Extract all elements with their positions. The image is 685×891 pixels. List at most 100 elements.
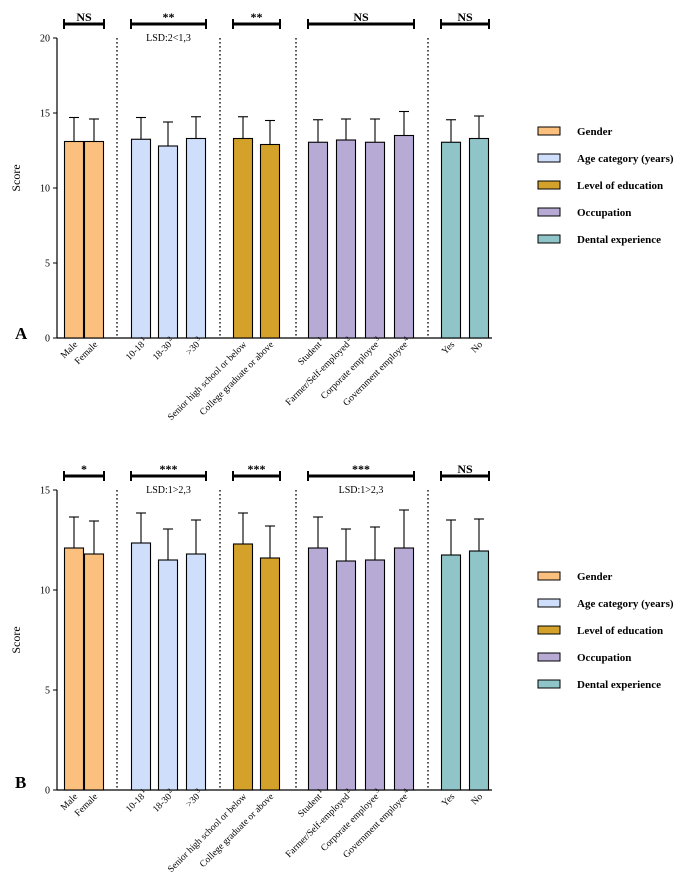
- bar-occupation-corporate-employee: [364, 141, 386, 339]
- bar-dental-experience-no: [468, 137, 490, 339]
- legend-swatch-level-of-education: [537, 625, 561, 635]
- x-category-superscript: 1: [316, 786, 324, 794]
- x-category-superscript: 4: [402, 334, 410, 342]
- x-category-superscript: 1: [316, 334, 324, 342]
- y-tick-label: 5: [45, 259, 50, 270]
- bar-gender-male: [63, 140, 85, 339]
- panel-b-chart: 051015ScoreBMaleFemale*10-18118-302>303*…: [9, 462, 492, 875]
- bar-age-category-years-18-30: [157, 145, 179, 339]
- bar-gender-female: [83, 553, 105, 791]
- y-tick-label: 20: [40, 34, 50, 45]
- legend-swatch-level-of-education: [537, 180, 561, 190]
- legend-swatch-occupation: [537, 652, 561, 662]
- x-category-label: Female: [73, 340, 100, 367]
- panel-a-legend: Gender Age category (years) Level of educa…: [537, 126, 674, 246]
- significance-label-occupation: ***: [352, 462, 370, 476]
- significance-label-age-category-years: **: [163, 10, 175, 24]
- bar-age-category-years-10-18: [130, 542, 152, 791]
- x-category-superscript: 4: [402, 786, 410, 794]
- lsd-label-occupation: LSD:1>2,3: [339, 485, 384, 496]
- y-tick-label: 10: [40, 586, 50, 597]
- bar-occupation-farmer-self-employed: [335, 139, 357, 339]
- x-category-superscript: 3: [373, 786, 381, 794]
- x-category-superscript: 1: [139, 334, 147, 342]
- x-category-superscript: 1: [139, 786, 147, 794]
- legend-label-occupation: Occupation: [577, 652, 631, 664]
- panel-label: B: [15, 773, 26, 792]
- x-category-label: >30: [185, 340, 203, 358]
- significance-label-age-category-years: ***: [160, 462, 178, 476]
- x-category-label: 18-30: [151, 340, 174, 363]
- bar-gender-female: [83, 140, 105, 339]
- y-axis-title: Score: [9, 164, 23, 191]
- legend-label-gender: Gender: [577, 571, 613, 583]
- bar-age-category-years-18-30: [157, 559, 179, 791]
- bar-age-category-years-10-18: [130, 138, 152, 339]
- legend-swatch-age-category-years: [537, 153, 561, 163]
- y-tick-label: 0: [45, 786, 50, 797]
- bar-age-category-years-30: [185, 137, 207, 339]
- bar-occupation-farmer-self-employed: [335, 560, 357, 791]
- significance-label-dental-experience: NS: [457, 10, 473, 24]
- x-category-superscript: 2: [166, 786, 174, 794]
- x-category-label: 10-18: [124, 340, 147, 363]
- significance-label-dental-experience: NS: [457, 462, 473, 476]
- significance-label-level-of-education: **: [251, 10, 263, 24]
- legend-label-dental-experience: Dental experience: [577, 679, 661, 691]
- x-category-label: 18-30: [151, 792, 174, 815]
- y-tick-label: 15: [40, 486, 50, 497]
- panel-label: A: [15, 324, 28, 343]
- bar-age-category-years-30: [185, 553, 207, 791]
- legend-label-age-category-years: Age category (years): [577, 153, 674, 165]
- legend-swatch-age-category-years: [537, 598, 561, 608]
- x-category-label: Female: [73, 792, 100, 819]
- significance-label-gender: *: [81, 462, 87, 476]
- significance-label-gender: NS: [76, 10, 92, 24]
- bar-dental-experience-yes: [440, 554, 462, 791]
- legend-swatch-gender: [537, 571, 561, 581]
- legend-label-occupation: Occupation: [577, 207, 631, 219]
- y-tick-label: 15: [40, 109, 50, 120]
- x-category-label: No: [470, 792, 485, 807]
- bar-level-of-education-college-graduate-or-above: [259, 143, 281, 339]
- y-axis-title: Score: [9, 626, 23, 653]
- bar-occupation-government-employee: [393, 547, 415, 791]
- bar-occupation-student: [307, 141, 329, 339]
- panel-b-legend: Gender Age category (years) Level of educa…: [537, 571, 674, 691]
- legend-swatch-occupation: [537, 207, 561, 217]
- x-category-superscript: 2: [344, 786, 352, 794]
- x-category-label: Student: [297, 792, 325, 820]
- x-category-label: Student: [297, 340, 325, 368]
- x-category-superscript: 3: [194, 786, 202, 794]
- significance-label-level-of-education: ***: [248, 462, 266, 476]
- legend-label-dental-experience: Dental experience: [577, 234, 661, 246]
- bar-gender-male: [63, 547, 85, 791]
- y-tick-label: 10: [40, 184, 50, 195]
- x-category-superscript: 3: [194, 334, 202, 342]
- bar-level-of-education-senior-high-school-or-below: [232, 137, 254, 339]
- bar-level-of-education-senior-high-school-or-below: [232, 543, 254, 791]
- x-category-label: No: [470, 340, 485, 355]
- bar-dental-experience-no: [468, 550, 490, 791]
- legend-label-age-category-years: Age category (years): [577, 598, 674, 610]
- bar-level-of-education-college-graduate-or-above: [259, 557, 281, 791]
- x-category-label: Yes: [440, 340, 457, 357]
- lsd-label-age-category-years: LSD:1>2,3: [146, 485, 191, 496]
- legend-swatch-dental-experience: [537, 679, 561, 689]
- x-category-superscript: 2: [166, 334, 174, 342]
- legend-label-gender: Gender: [577, 126, 613, 138]
- legend-swatch-dental-experience: [537, 234, 561, 244]
- bar-occupation-government-employee: [393, 134, 415, 339]
- x-category-superscript: 3: [373, 334, 381, 342]
- x-category-superscript: 2: [344, 334, 352, 342]
- bar-occupation-corporate-employee: [364, 559, 386, 791]
- legend-label-level-of-education: Level of education: [577, 180, 663, 192]
- bar-occupation-student: [307, 547, 329, 791]
- y-tick-label: 5: [45, 686, 50, 697]
- legend-label-level-of-education: Level of education: [577, 625, 663, 637]
- x-category-label: Yes: [440, 792, 457, 809]
- x-category-label: >30: [185, 792, 203, 810]
- lsd-label-age-category-years: LSD:2<1,3: [146, 33, 191, 44]
- legend-swatch-gender: [537, 126, 561, 136]
